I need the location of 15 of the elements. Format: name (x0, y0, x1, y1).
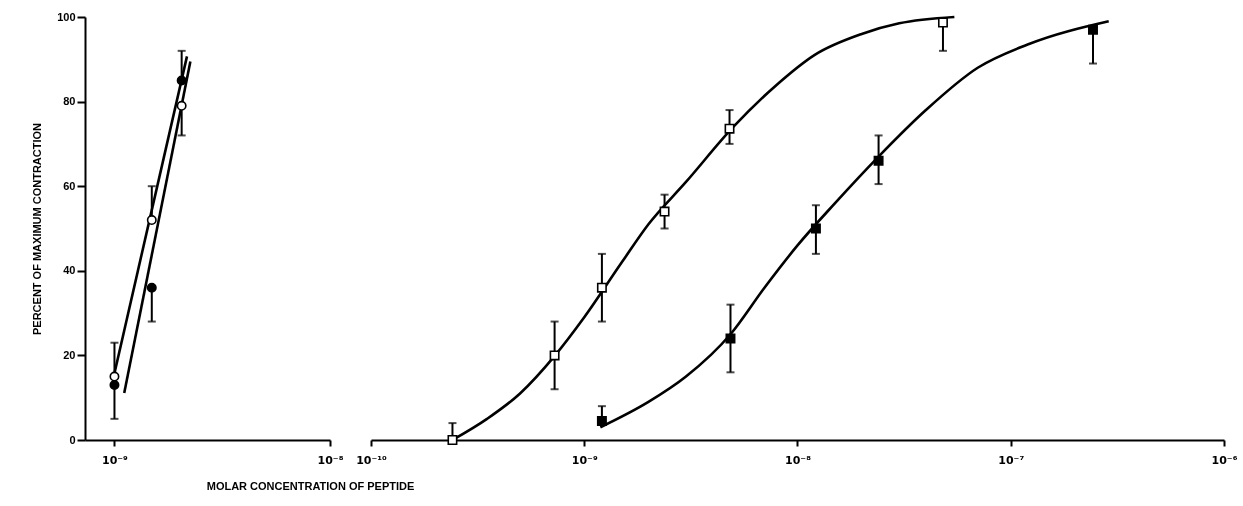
y-tick-label: 40 (63, 264, 76, 277)
y-axis-title: PERCENT OF MAXIMUM CONTRACTION (31, 122, 44, 336)
y-tick-label: 100 (57, 10, 76, 23)
x-tick-label: 10⁻⁹ (101, 453, 129, 467)
x-tick-label: 10⁻⁸ (785, 453, 812, 467)
x-tick-label: 10⁻⁹ (571, 453, 598, 467)
y-tick-label: 60 (63, 179, 76, 192)
y-tick-label: 80 (63, 95, 76, 108)
x-tick-label: 10⁻⁷ (998, 453, 1025, 467)
y-tick-label: 0 (69, 433, 76, 446)
x-axis-title: MOLAR CONCENTRATION OF PEPTIDE (206, 479, 415, 492)
y-tick-label: 20 (63, 348, 76, 361)
x-tick-label: 10⁻⁸ (317, 453, 344, 467)
x-tick-label: 10⁻⁶ (1211, 453, 1238, 467)
x-tick-label: 10⁻¹⁰ (356, 453, 388, 467)
